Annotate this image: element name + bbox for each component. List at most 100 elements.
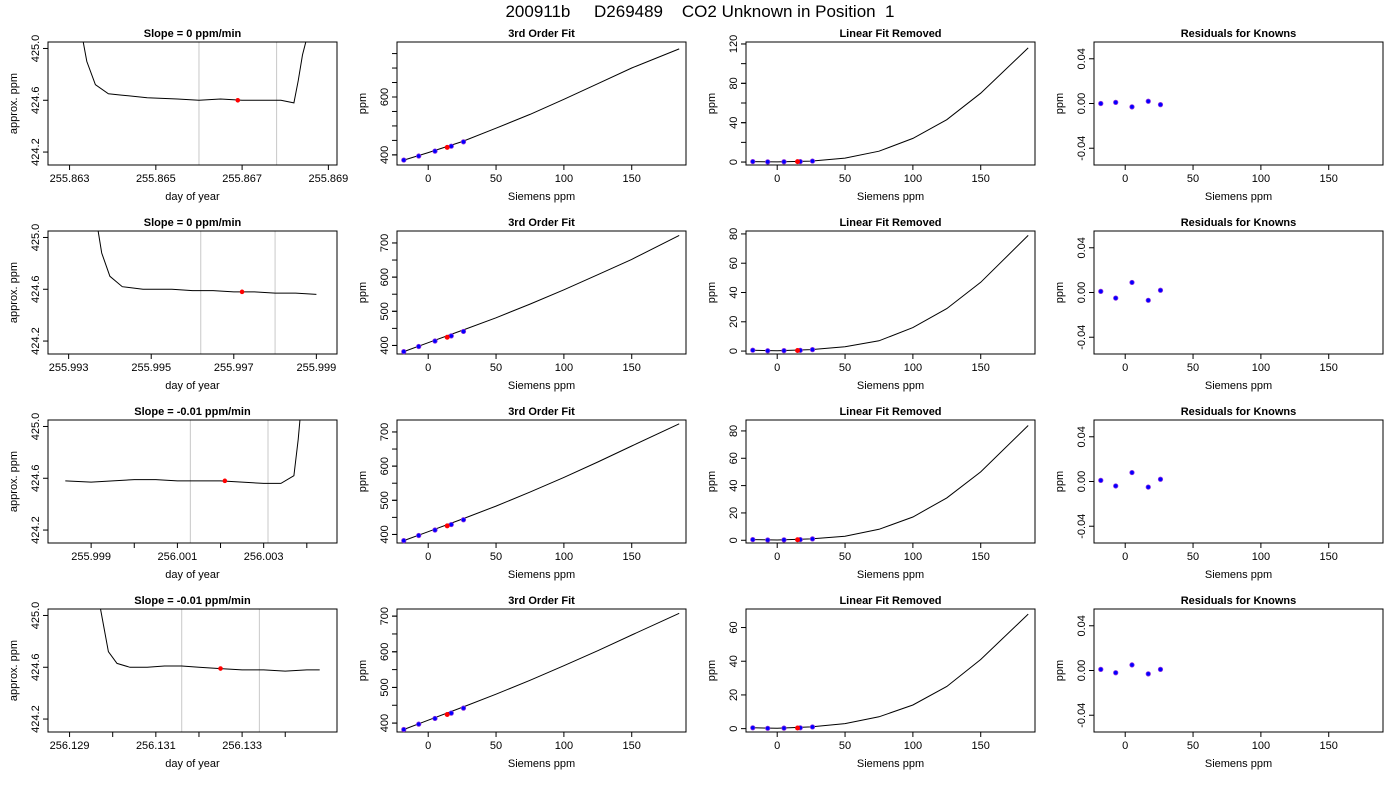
x-tick-label: 50 bbox=[839, 362, 851, 374]
x-axis-label: Siemens ppm bbox=[857, 380, 924, 392]
y-tick-label: 0.04 bbox=[1076, 48, 1088, 69]
y-tick-label: 500 bbox=[379, 302, 391, 320]
series-line bbox=[752, 425, 1029, 541]
highlight-point bbox=[239, 289, 245, 295]
x-tick-label: 0 bbox=[425, 362, 431, 374]
plot-frame bbox=[396, 230, 687, 355]
x-tick-label: 50 bbox=[490, 362, 502, 374]
highlight-point bbox=[795, 725, 801, 731]
data-point bbox=[1098, 477, 1104, 483]
x-axis-label: Siemens ppm bbox=[508, 569, 575, 581]
x-tick-label: 255.863 bbox=[50, 173, 90, 185]
x-tick-label: 0 bbox=[1122, 362, 1128, 374]
plot-title: Slope = -0.01 ppm/min bbox=[134, 595, 251, 607]
plot-title: Residuals for Knowns bbox=[1181, 595, 1297, 607]
x-tick-label: 256.129 bbox=[50, 740, 90, 752]
data-point bbox=[1145, 297, 1151, 303]
data-point bbox=[765, 159, 771, 165]
x-tick-label: 255.999 bbox=[71, 551, 111, 563]
data-point bbox=[1113, 99, 1119, 105]
y-tick-label: 0 bbox=[728, 159, 740, 165]
chart-panel-r3c3: Linear Fit Removed 0 50 100 150 0 20 40 60 80 Siem… bbox=[706, 406, 1036, 581]
x-axis-label: Siemens ppm bbox=[508, 191, 575, 203]
y-axis-label: ppm bbox=[357, 282, 369, 303]
data-point bbox=[401, 538, 407, 544]
y-tick-label: 0 bbox=[728, 537, 740, 543]
data-point bbox=[809, 536, 816, 542]
data-point bbox=[448, 143, 454, 149]
y-tick-label: 400 bbox=[379, 146, 391, 164]
highlight-point bbox=[795, 537, 801, 543]
y-tick-label: 40 bbox=[728, 655, 740, 667]
data-point bbox=[1098, 288, 1104, 294]
highlight-point bbox=[218, 666, 223, 671]
y-axis-label: ppm bbox=[706, 660, 718, 681]
x-tick-label: 50 bbox=[1187, 362, 1199, 374]
chart-panel-r2c2: 3rd Order Fit 0 50 100 150 400 500 600 700 Siemen… bbox=[357, 217, 687, 392]
x-tick-label: 0 bbox=[774, 362, 780, 374]
x-tick-label: 150 bbox=[623, 362, 641, 374]
data-point bbox=[1113, 295, 1119, 301]
plot-title: Residuals for Knowns bbox=[1181, 406, 1297, 418]
y-tick-label: 20 bbox=[728, 689, 740, 701]
x-tick-label: 50 bbox=[839, 740, 851, 752]
x-tick-label: 100 bbox=[1252, 362, 1270, 374]
data-point bbox=[1129, 662, 1135, 668]
plot-frame bbox=[1093, 419, 1384, 544]
plot-frame bbox=[396, 41, 687, 166]
series-line bbox=[403, 234, 680, 353]
data-point bbox=[1145, 671, 1151, 677]
highlight-point bbox=[444, 523, 450, 529]
series-line bbox=[752, 613, 1029, 729]
y-tick-label: 600 bbox=[379, 88, 391, 106]
data-point bbox=[416, 343, 422, 350]
data-point bbox=[448, 333, 454, 339]
y-tick-label: 424.6 bbox=[30, 275, 42, 303]
y-tick-label: 0 bbox=[728, 726, 740, 732]
x-axis-label: Siemens ppm bbox=[857, 569, 924, 581]
y-tick-label: 0.00 bbox=[1076, 660, 1088, 681]
plot-frame bbox=[47, 230, 338, 355]
x-axis-label: Siemens ppm bbox=[857, 758, 924, 770]
data-point bbox=[460, 139, 467, 145]
y-axis-label: ppm bbox=[357, 471, 369, 492]
series-line bbox=[752, 235, 1029, 352]
y-tick-label: 424.6 bbox=[30, 86, 42, 114]
x-tick-label: 50 bbox=[490, 173, 502, 185]
plot-frame bbox=[1093, 41, 1384, 166]
data-point bbox=[401, 349, 407, 355]
y-axis-label: ppm bbox=[1054, 93, 1066, 114]
y-tick-label: 500 bbox=[379, 678, 391, 696]
x-tick-label: 0 bbox=[1122, 173, 1128, 185]
chart-panel-r2c1: Slope = 0 ppm/min 255.993 255.995 255.997 25… bbox=[8, 217, 338, 392]
chart-panel-r3c2: 3rd Order Fit 0 50 100 150 400 500 600 700 Siemen… bbox=[357, 406, 687, 581]
x-tick-label: 255.869 bbox=[308, 173, 348, 185]
x-tick-label: 100 bbox=[555, 551, 573, 563]
plot-title: Residuals for Knowns bbox=[1181, 28, 1297, 40]
x-tick-label: 0 bbox=[425, 551, 431, 563]
x-tick-label: 256.001 bbox=[158, 551, 198, 563]
x-tick-label: 100 bbox=[555, 173, 573, 185]
x-tick-label: 256.003 bbox=[244, 551, 284, 563]
x-tick-label: 100 bbox=[1252, 173, 1270, 185]
x-tick-label: 150 bbox=[972, 551, 990, 563]
x-tick-label: 50 bbox=[490, 740, 502, 752]
data-point bbox=[781, 348, 787, 354]
y-axis-label: ppm bbox=[1054, 471, 1066, 492]
y-tick-label: 424.2 bbox=[30, 705, 42, 733]
y-tick-label: 600 bbox=[379, 457, 391, 475]
data-point bbox=[1113, 483, 1119, 489]
y-axis-label: ppm bbox=[357, 660, 369, 681]
x-tick-label: 0 bbox=[774, 551, 780, 563]
x-tick-label: 100 bbox=[904, 551, 922, 563]
y-tick-label: 80 bbox=[728, 228, 740, 240]
chart-panel-r2c4: Residuals for Knowns 0 50 100 150 -0.04 0.00 0.… bbox=[1054, 217, 1384, 392]
chart-panel-r4c2: 3rd Order Fit 0 50 100 150 400 500 600 700 Siemen… bbox=[357, 595, 687, 770]
y-axis-label: ppm bbox=[1054, 282, 1066, 303]
x-tick-label: 255.867 bbox=[222, 173, 262, 185]
y-tick-label: 400 bbox=[379, 525, 391, 543]
y-tick-label: 40 bbox=[728, 479, 740, 491]
y-tick-label: 400 bbox=[379, 714, 391, 732]
x-axis-label: day of year bbox=[165, 380, 220, 392]
data-point bbox=[1145, 484, 1151, 490]
